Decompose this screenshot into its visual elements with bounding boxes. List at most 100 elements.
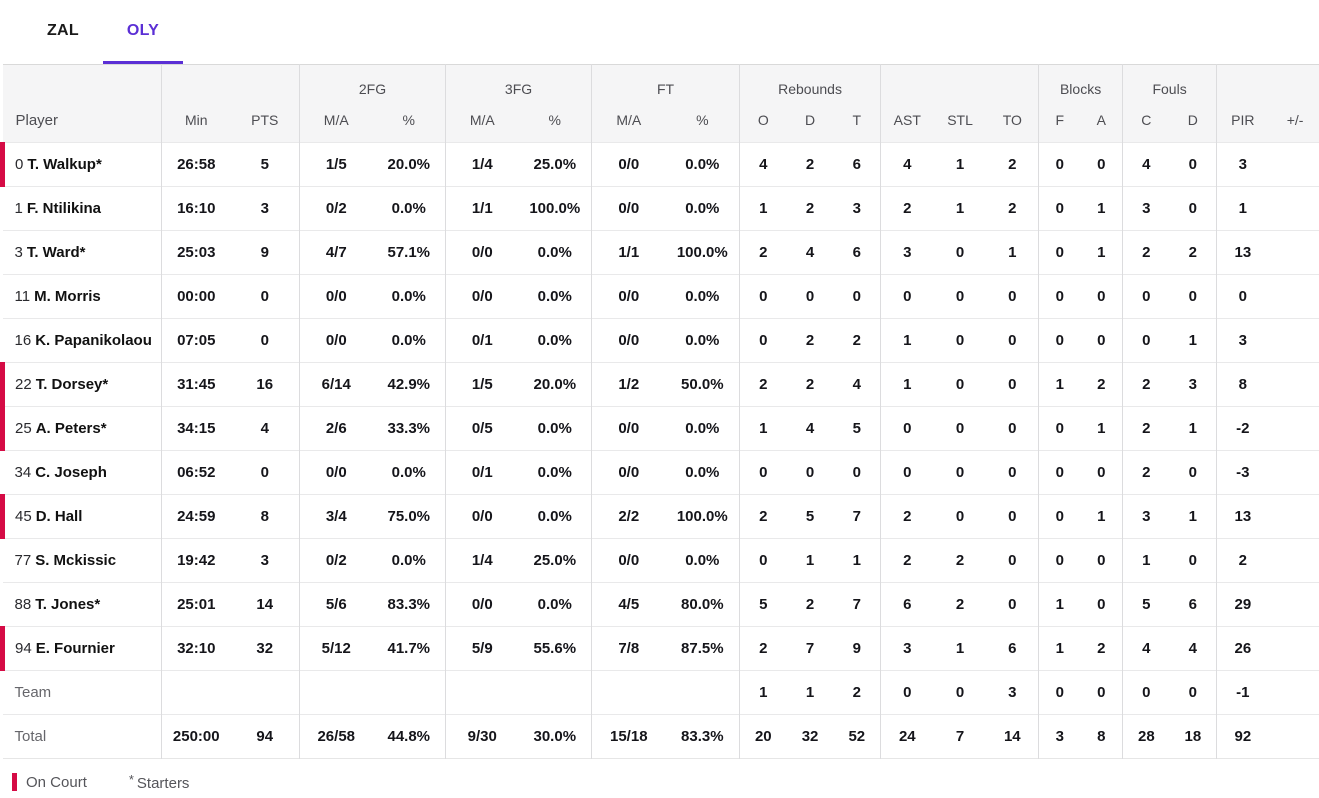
stat-reb-t: 1 <box>833 538 881 583</box>
stat-3fg-pct: 0.0% <box>518 450 592 495</box>
stat-pts: 0 <box>230 450 300 495</box>
stat-ft-ma: 1/2 <box>591 362 666 407</box>
stat-foul-c: 3 <box>1122 186 1170 231</box>
stat-3fg-pct: 25.0% <box>518 142 592 187</box>
stat-ast: 2 <box>880 186 934 231</box>
stat-2fg-pct <box>372 670 446 715</box>
player-row: 3 T. Ward* 25:03 9 4/7 57.1% 0/0 0.0% 1/1… <box>2 230 1319 275</box>
stat-3fg-pct: 0.0% <box>518 318 592 363</box>
team-tabs: ZAL OLY <box>0 0 1319 64</box>
stat-blk-f: 3 <box>1038 714 1081 759</box>
stat-2fg-ma: 5/12 <box>299 626 373 671</box>
stat-foul-d: 0 <box>1169 670 1217 715</box>
stat-3fg-pct: 0.0% <box>518 406 592 451</box>
stat-foul-c: 0 <box>1122 670 1170 715</box>
col-blk-a: A <box>1080 98 1123 143</box>
stat-pir: 3 <box>1216 142 1269 187</box>
col-player: Player <box>2 98 162 143</box>
player-row: 94 E. Fournier 32:10 32 5/12 41.7% 5/9 55… <box>0 626 1319 671</box>
stat-2fg-ma: 5/6 <box>299 582 373 627</box>
stat-ast: 1 <box>880 318 934 363</box>
stat-2fg-pct: 75.0% <box>372 494 446 539</box>
stat-3fg-ma: 0/5 <box>445 406 519 451</box>
stat-stl: 1 <box>933 186 987 231</box>
group-ast-stl-to <box>880 64 1039 99</box>
stat-3fg-ma: 1/5 <box>445 362 519 407</box>
jersey-number: 45 <box>15 508 32 525</box>
stat-ast: 3 <box>880 230 934 275</box>
stat-blk-a: 1 <box>1080 230 1123 275</box>
tab-oly[interactable]: OLY <box>103 0 183 64</box>
stat-to: 0 <box>986 494 1039 539</box>
stat-ft-pct: 0.0% <box>665 186 740 231</box>
player-name: C. Joseph <box>35 464 107 481</box>
stat-2fg-pct: 0.0% <box>372 450 446 495</box>
jersey-number: 0 <box>15 156 24 173</box>
stat-pir: 92 <box>1216 714 1269 759</box>
stat-reb-d: 0 <box>786 274 834 319</box>
stat-blk-a: 0 <box>1080 318 1123 363</box>
player-cell: Total <box>2 714 162 759</box>
col-foul-c: C <box>1122 98 1170 143</box>
stat-reb-o: 0 <box>739 274 787 319</box>
stat-3fg-pct: 0.0% <box>518 582 592 627</box>
stat-blk-f: 0 <box>1038 142 1081 187</box>
player-name: M. Morris <box>34 288 101 305</box>
stat-ast: 0 <box>880 670 934 715</box>
stat-plusminus <box>1268 406 1319 451</box>
table-body: 0 T. Walkup* 26:58 5 1/5 20.0% 1/4 25.0% … <box>0 142 1319 759</box>
player-name: S. Mckissic <box>35 552 117 569</box>
stat-ft-pct: 0.0% <box>665 318 740 363</box>
player-cell: 77 S. Mckissic <box>2 538 162 583</box>
stat-3fg-pct: 0.0% <box>518 494 592 539</box>
stat-reb-t: 9 <box>833 626 881 671</box>
stat-stl: 0 <box>933 450 987 495</box>
player-cell: 16 K. Papanikolaou <box>2 318 162 363</box>
stat-reb-d: 2 <box>786 142 834 187</box>
stat-2fg-ma: 1/5 <box>299 142 373 187</box>
stat-blk-f: 1 <box>1038 582 1081 627</box>
stat-ast: 0 <box>880 450 934 495</box>
jersey-number: 3 <box>14 244 23 261</box>
stat-foul-d: 2 <box>1169 230 1217 275</box>
stat-ft-pct <box>665 670 740 715</box>
player-cell: 3 T. Ward* <box>2 230 162 275</box>
stat-to: 0 <box>986 450 1039 495</box>
stat-3fg-ma: 0/0 <box>445 582 519 627</box>
stat-foul-d: 4 <box>1169 626 1217 671</box>
stat-plusminus <box>1268 186 1319 231</box>
stat-plusminus <box>1268 714 1319 759</box>
stat-foul-c: 4 <box>1122 626 1170 671</box>
stat-min <box>161 670 231 715</box>
on-court-marker-icon <box>12 773 17 791</box>
stat-3fg-ma: 0/0 <box>445 274 519 319</box>
stat-foul-d: 18 <box>1169 714 1217 759</box>
stat-foul-c: 2 <box>1122 450 1170 495</box>
stat-reb-d: 1 <box>786 670 834 715</box>
stat-min: 19:42 <box>161 538 231 583</box>
col-3fg-pct: % <box>518 98 592 143</box>
stat-2fg-ma: 2/6 <box>299 406 373 451</box>
stat-foul-d: 0 <box>1169 450 1217 495</box>
col-reb-o: O <box>739 98 787 143</box>
stat-3fg-ma: 1/1 <box>445 186 519 231</box>
stat-pir: 13 <box>1216 494 1269 539</box>
stat-plusminus <box>1268 450 1319 495</box>
stat-pir: 26 <box>1216 626 1269 671</box>
stat-ft-ma: 4/5 <box>591 582 666 627</box>
stat-blk-a: 0 <box>1080 274 1123 319</box>
starters-label: * Starters <box>128 772 190 792</box>
player-row: 1 F. Ntilikina 16:10 3 0/2 0.0% 1/1 100.0… <box>2 186 1319 231</box>
stat-min: 07:05 <box>161 318 231 363</box>
stat-foul-d: 3 <box>1169 362 1217 407</box>
player-row: 16 K. Papanikolaou 07:05 0 0/0 0.0% 0/1 0… <box>2 318 1319 363</box>
stat-2fg-pct: 0.0% <box>372 538 446 583</box>
stat-pir: 0 <box>1216 274 1269 319</box>
stat-2fg-ma: 6/14 <box>299 362 373 407</box>
stat-blk-f: 0 <box>1038 450 1081 495</box>
stat-blk-f: 0 <box>1038 494 1081 539</box>
stat-pts: 94 <box>230 714 300 759</box>
tab-zal[interactable]: ZAL <box>46 21 79 39</box>
stat-foul-d: 6 <box>1169 582 1217 627</box>
stat-foul-d: 0 <box>1169 142 1217 187</box>
